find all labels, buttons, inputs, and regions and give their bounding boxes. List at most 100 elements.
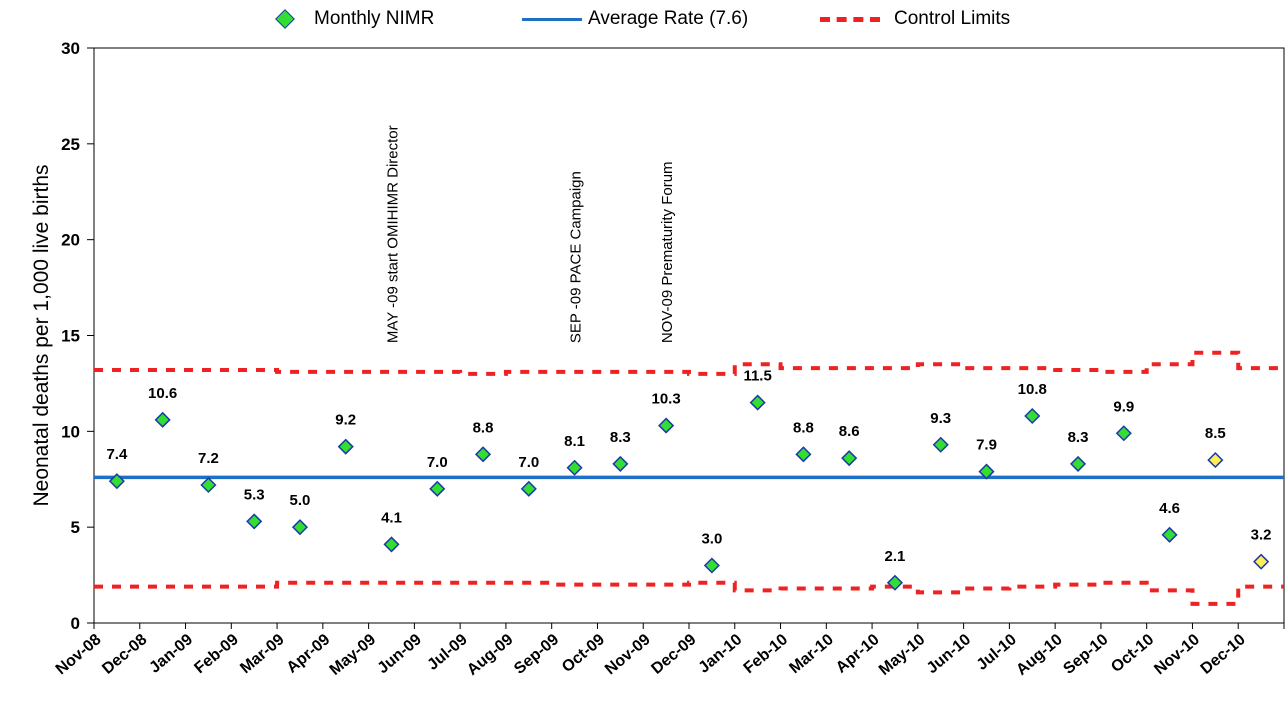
y-axis-label: Neonatal deaths per 1,000 live births [30,164,53,506]
data-point-marker [1069,455,1087,472]
x-tick-label: Apr-09 [284,631,334,677]
legend-item-limits: Control Limits [820,4,1010,34]
data-point-marker [200,476,217,494]
data-point-marker [612,455,629,472]
legend-label-average: Average Rate (7.6) [588,8,749,29]
data-point-marker [566,459,583,476]
x-tick-label: Jul-09 [424,631,470,674]
data-point-label: 2.1 [885,548,906,565]
legend-item-monthly: Monthly NIMR [275,4,435,34]
data-point-marker [795,446,812,463]
lower-control-limit-line [94,580,1284,606]
data-point-label: 7.0 [518,454,539,471]
x-tick-label: Aug-10 [1013,631,1066,679]
data-point-marker [154,411,171,428]
data-point-label: 7.2 [198,450,219,467]
data-point-label: 7.9 [976,437,997,454]
data-point-marker [886,574,904,591]
x-tick-label: Dec-08 [99,631,150,678]
legend-line-icon [522,17,582,21]
data-point-label: 8.1 [564,433,585,450]
data-point-label: 4.1 [381,509,402,526]
data-point-label: 8.3 [610,429,631,446]
data-point-label: 10.8 [1018,381,1047,398]
x-tick-label: Jan-10 [696,631,746,677]
data-point-label: 8.8 [793,419,814,436]
x-tick-label: Jan-09 [146,631,196,677]
data-point-marker [1024,407,1041,425]
x-tick-label: May-09 [327,631,380,679]
x-tick-label: Feb-10 [741,631,792,677]
legend-label-monthly: Monthly NIMR [314,8,435,29]
data-point-marker [383,536,400,553]
data-point-label: 9.3 [930,410,951,427]
data-point-label: 10.3 [652,391,681,408]
legend-item-average: Average Rate (7.6) [522,4,748,34]
data-point-label: 4.6 [1159,500,1180,517]
x-tick-label: Nov-08 [53,631,105,678]
x-tick-label: Mar-09 [237,631,288,677]
data-point-marker [978,463,995,480]
data-point-marker [1207,452,1224,469]
data-point-label: 8.6 [839,423,860,440]
x-tick-label: Feb-09 [191,631,242,677]
data-point-marker [429,480,446,497]
legend-label-limits: Control Limits [894,8,1011,29]
x-tick-label: Jul-10 [974,631,1020,674]
data-point-marker [1115,425,1132,442]
x-tick-label: Jun-10 [924,631,975,677]
data-point-label: 10.6 [148,385,177,402]
data-point-label: 11.5 [743,368,771,385]
data-point-marker [749,394,766,411]
data-point-marker [291,519,309,536]
data-point-label: 9.2 [335,412,356,429]
x-tick-label: Oct-10 [1108,631,1157,676]
data-point-marker [474,446,492,463]
data-point-label: 3.2 [1251,527,1272,544]
data-point-label: 8.8 [473,419,494,436]
data-point-marker [658,417,675,434]
y-tick-label: 20 [61,231,80,250]
x-tick-label: Jun-09 [375,631,426,677]
y-tick-label: 30 [61,39,80,58]
x-tick-label: Apr-10 [833,631,883,677]
data-point-marker [108,473,125,490]
x-tick-label: Dec-10 [1198,631,1249,678]
plot-frame [93,47,1285,624]
data-point-label: 5.0 [290,492,311,509]
data-point-marker [932,436,949,453]
data-point-marker [246,513,263,530]
y-tick-label: 25 [61,135,80,154]
data-point-marker [1161,526,1178,543]
x-tick-label: Mar-10 [786,631,837,677]
data-point-label: 3.0 [701,531,722,548]
x-tick-label: May-10 [876,631,929,679]
upper-control-limit-line [94,350,1284,376]
chart-legend: Monthly NIMR Average Rate (7.6) Control … [0,4,1288,34]
data-point-label: 8.5 [1205,425,1226,442]
legend-dash-icon [820,16,880,22]
data-point-marker [520,480,537,497]
y-tick-label: 15 [61,327,80,346]
event-annotation: MAY -09 start OMIHIMR Director [385,125,402,343]
data-point-label: 9.9 [1113,398,1134,415]
x-tick-label: Sep-10 [1060,631,1111,678]
x-tick-label: Dec-09 [648,631,699,678]
data-point-label: 8.3 [1068,429,1089,446]
x-tick-label: Nov-09 [602,631,654,678]
x-tick-label: Oct-09 [559,631,608,676]
data-point-marker [703,557,720,574]
y-tick-label: 0 [71,614,80,633]
event-annotation: SEP -09 PACE Campaign [568,171,585,343]
y-tick-label: 10 [61,422,80,441]
data-point-marker [1253,553,1270,570]
x-tick-label: Nov-10 [1151,631,1203,678]
data-point-label: 7.4 [106,446,128,463]
y-tick-label: 5 [71,518,80,537]
event-annotation: NOV-09 Prematurity Forum [659,161,676,343]
data-point-marker [337,438,354,455]
x-tick-label: Aug-09 [464,631,517,679]
data-point-marker [841,450,858,467]
data-point-label: 5.3 [244,486,265,503]
x-tick-label: Sep-09 [511,631,562,678]
